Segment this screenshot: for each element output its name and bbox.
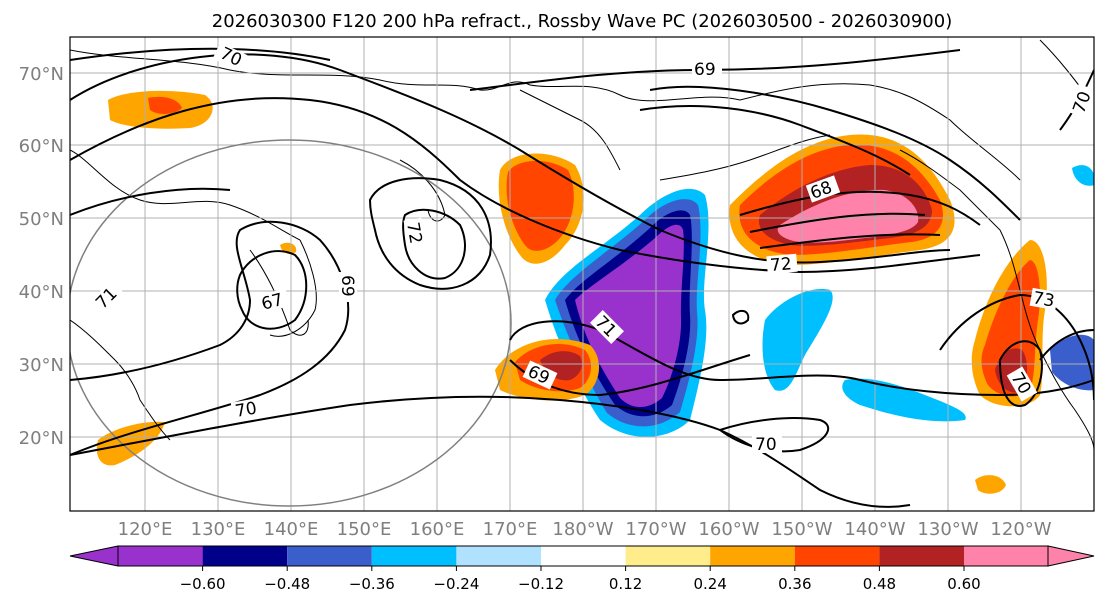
positive-siberia-red: [148, 96, 182, 114]
colorbar-tick-label: 0.48: [863, 575, 896, 593]
lat-label: 70°N: [19, 64, 64, 85]
colorbar-segment: [964, 546, 1048, 566]
colorbar-segment: [287, 546, 372, 566]
contour-label: 69: [694, 60, 716, 80]
lon-label: 150°W: [771, 519, 832, 540]
contour-label: 73: [1031, 288, 1056, 311]
colorbar-max-arrow: [1047, 545, 1095, 567]
colorbar-segment: [710, 546, 795, 566]
colorbar-tick-label: −0.12: [518, 575, 564, 593]
lon-label: 150°E: [337, 519, 392, 540]
latitude-labels: 70°N 60°N 50°N 40°N 30°N 20°N: [19, 64, 64, 449]
contour-label: 72: [402, 221, 425, 246]
colorbar: −0.60 −0.48 −0.36 −0.24 −0.12 0.12 0.24 …: [69, 545, 1095, 593]
contour-label: 72: [769, 254, 792, 276]
wave-packet-circle: [70, 139, 512, 507]
colorbar-min-arrow: [69, 545, 119, 567]
colorbar-segment: [202, 546, 288, 566]
colorbar-tick-label: 0.12: [609, 575, 642, 593]
lon-label: 120°W: [990, 519, 1051, 540]
lon-label: 140°W: [844, 519, 905, 540]
lon-label: 140°E: [264, 519, 319, 540]
lon-label: 130°W: [917, 519, 978, 540]
lat-label: 20°N: [19, 428, 64, 449]
lat-label: 30°N: [19, 355, 64, 376]
lon-label: 170°W: [625, 519, 686, 540]
contour-label: 70: [755, 435, 777, 455]
colorbar-tick-label: −0.36: [349, 575, 395, 593]
colorbar-segment: [625, 546, 711, 566]
longitude-labels: 120°E 130°E 140°E 150°E 160°E 170°E 180°…: [118, 519, 1052, 540]
colorbar-tick-label: −0.48: [264, 575, 310, 593]
colorbar-tick-label: 0.24: [693, 575, 726, 593]
contour-label: 70: [234, 398, 259, 421]
colorbar-tick-label: −0.24: [433, 575, 479, 593]
colorbar-segment: [456, 546, 541, 566]
lon-label: 160°E: [410, 519, 465, 540]
colorbar-tick-label: 0.60: [947, 575, 980, 593]
colorbar-segment: [118, 546, 203, 566]
colorbar-segment: [541, 546, 626, 566]
lat-label: 50°N: [19, 209, 64, 230]
lat-label: 40°N: [19, 282, 64, 303]
colorbar-segment: [371, 546, 457, 566]
negative-subtropic-east: [762, 289, 833, 391]
colorbar-tick-label: −0.60: [180, 575, 226, 593]
figure-title: 2026030300 F120 200 hPa refract., Rossby…: [212, 11, 953, 32]
negative-subtropic-east2: [842, 378, 966, 422]
contour-label: 69: [337, 275, 357, 297]
lat-label: 60°N: [19, 136, 64, 157]
lon-label: 130°E: [191, 519, 246, 540]
lon-label: 160°W: [698, 519, 759, 540]
lon-label: 180°W: [552, 519, 613, 540]
negative-alaska-small: [1072, 165, 1094, 186]
positive-nw-pacific-red: [506, 160, 574, 251]
map-frame: [69, 36, 1095, 512]
positive-baja: [975, 475, 1006, 494]
colorbar-tick-label: 0.36: [778, 575, 811, 593]
colorbar-segment: [794, 546, 880, 566]
lon-label: 170°E: [483, 519, 538, 540]
lon-label: 120°E: [118, 519, 173, 540]
colorbar-segment: [879, 546, 964, 566]
